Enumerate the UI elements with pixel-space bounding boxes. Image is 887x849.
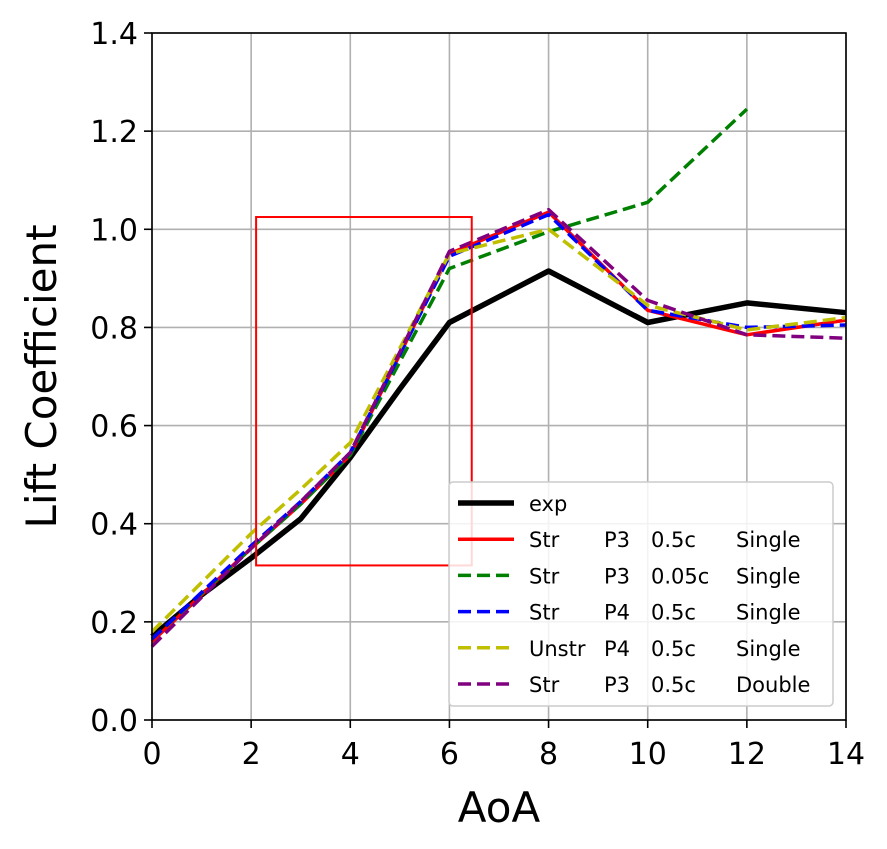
legend-label: P4 <box>604 601 630 625</box>
annotation-box <box>255 216 473 567</box>
y-tick-label: 1.4 <box>90 17 138 52</box>
x-tick-label: 14 <box>827 737 865 772</box>
legend-label: P4 <box>604 637 630 661</box>
y-tick-label: 0.6 <box>90 410 138 445</box>
x-tick-label: 2 <box>242 737 261 772</box>
y-tick-label: 0.2 <box>90 606 138 641</box>
legend-label: P3 <box>604 564 630 588</box>
legend-label: 0.05c <box>651 564 709 588</box>
x-tick-label: 0 <box>142 737 161 772</box>
legend-label: Str <box>529 601 560 625</box>
series-line-2 <box>150 107 749 641</box>
legend-label: Single <box>736 528 801 552</box>
x-tick-label: 12 <box>728 737 766 772</box>
legend-label: Str <box>529 564 560 588</box>
legend-label: Str <box>529 673 560 697</box>
legend-label: P3 <box>604 673 630 697</box>
legend-label: exp <box>529 492 567 516</box>
x-tick-label: 10 <box>629 737 667 772</box>
legend-label: Double <box>736 673 810 697</box>
series-line-0 <box>150 268 847 639</box>
legend: exp Str P3 0.5c Single Str P3 0.05c Single Str P4 0… <box>448 481 834 707</box>
series-line-5 <box>150 207 847 648</box>
y-tick-label: 1.0 <box>90 213 138 248</box>
legend-label: 0.5c <box>651 637 696 661</box>
x-axis-title: AoA <box>458 783 541 832</box>
legend-frame <box>448 481 834 707</box>
x-tick-label: 4 <box>341 737 360 772</box>
y-tick-label: 0.4 <box>90 508 138 543</box>
plot-frame <box>151 32 847 721</box>
y-tick-label: 1.2 <box>90 115 138 150</box>
y-tick-label: 0.0 <box>90 704 138 739</box>
legend-label: Single <box>736 637 801 661</box>
y-tick-label: 0.8 <box>90 311 138 346</box>
legend-label: Single <box>736 601 801 625</box>
x-tick-label: 8 <box>539 737 558 772</box>
x-tick-label: 6 <box>440 737 459 772</box>
legend-label: Str <box>529 528 560 552</box>
legend-label: 0.5c <box>651 673 696 697</box>
legend-label: Unstr <box>529 637 586 661</box>
legend-label: P3 <box>604 528 630 552</box>
legend-label: 0.5c <box>651 601 696 625</box>
legend-label: 0.5c <box>651 528 696 552</box>
y-axis-title: Lift Coefficient <box>17 224 66 528</box>
annotation-layer <box>255 216 473 567</box>
axis-ticks: 0 2 4 6 8 10 12 14 0.0 0.2 0.4 0.6 0.8 1.0 1.2 1.4 <box>90 17 865 772</box>
series-layer <box>150 107 847 648</box>
legend-label: Single <box>736 564 801 588</box>
